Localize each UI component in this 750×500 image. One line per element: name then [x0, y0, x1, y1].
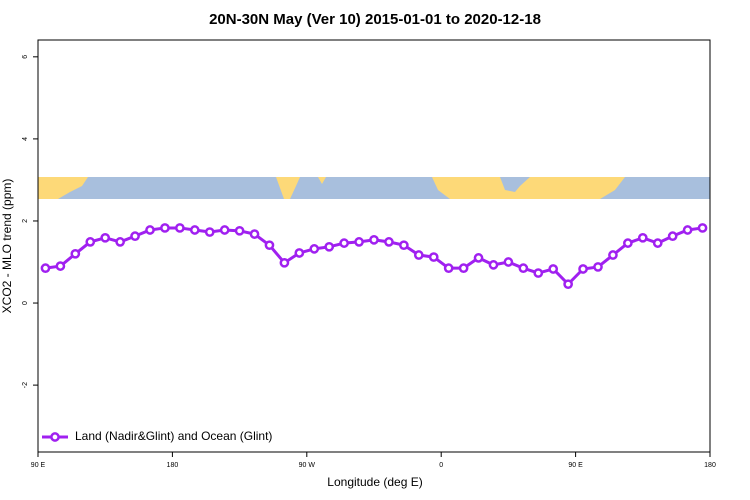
data-point: [384, 237, 394, 247]
data-point: [652, 238, 663, 248]
x-tick-label: 90 E: [31, 462, 46, 469]
data-point: [518, 263, 529, 274]
map-strip: [38, 177, 710, 199]
legend-marker: [50, 432, 60, 442]
data-point: [608, 250, 618, 260]
data-point: [428, 252, 439, 262]
data-point: [682, 225, 693, 235]
data-point: [533, 268, 544, 278]
y-tick-label: 2: [22, 219, 29, 223]
data-point: [219, 225, 230, 235]
data-point: [249, 229, 260, 239]
data-point: [204, 227, 215, 237]
plot-frame: [37, 39, 711, 453]
chart-title: 20N-30N May (Ver 10) 2015-01-01 to 2020-…: [209, 11, 541, 28]
data-point: [324, 241, 335, 252]
x-axis-label: Longitude (deg E): [327, 475, 422, 489]
data-point: [294, 248, 305, 258]
data-point: [115, 237, 125, 247]
data-point: [145, 225, 155, 235]
data-point: [399, 240, 409, 251]
data-point: [354, 237, 364, 247]
y-tick-label: -2: [22, 382, 29, 388]
data-point: [623, 238, 633, 248]
data-point: [458, 263, 469, 274]
data-point: [637, 232, 648, 243]
data-point: [488, 260, 499, 270]
data-point: [189, 225, 200, 235]
x-tick-label: 90 W: [299, 462, 316, 469]
x-tick-label: 180: [704, 462, 716, 469]
data-point: [55, 261, 66, 271]
data-point: [667, 231, 678, 242]
y-tick-label: 4: [22, 137, 29, 141]
y-tick-label: 0: [22, 301, 29, 305]
data-point: [697, 223, 708, 233]
data-point: [548, 264, 559, 274]
data-point: [563, 279, 573, 290]
y-tick-label: 6: [22, 55, 29, 59]
data-point: [309, 244, 320, 254]
data-point: [339, 238, 349, 248]
data-point: [130, 231, 140, 242]
x-tick-label: 90 E: [568, 462, 583, 469]
data-point: [175, 223, 185, 233]
y-axis-label: XCO2 - MLO trend (ppm): [0, 179, 14, 314]
data-point: [578, 264, 588, 274]
data-point: [413, 250, 424, 260]
data-point: [443, 263, 454, 274]
x-tick-label: 0: [439, 462, 443, 469]
data-point: [369, 234, 379, 245]
x-tick-label: 180: [167, 462, 179, 469]
data-point: [85, 237, 96, 247]
data-point: [593, 262, 603, 272]
data-point: [160, 223, 170, 233]
legend-label: Land (Nadir&Glint) and Ocean (Glint): [75, 429, 272, 443]
data-point: [264, 240, 275, 251]
data-point: [234, 225, 245, 236]
data-point: [503, 257, 514, 267]
data-point: [279, 257, 290, 268]
data-point: [70, 248, 81, 259]
data-point: [40, 263, 51, 274]
data-point: [473, 253, 484, 263]
data-point: [100, 232, 111, 243]
